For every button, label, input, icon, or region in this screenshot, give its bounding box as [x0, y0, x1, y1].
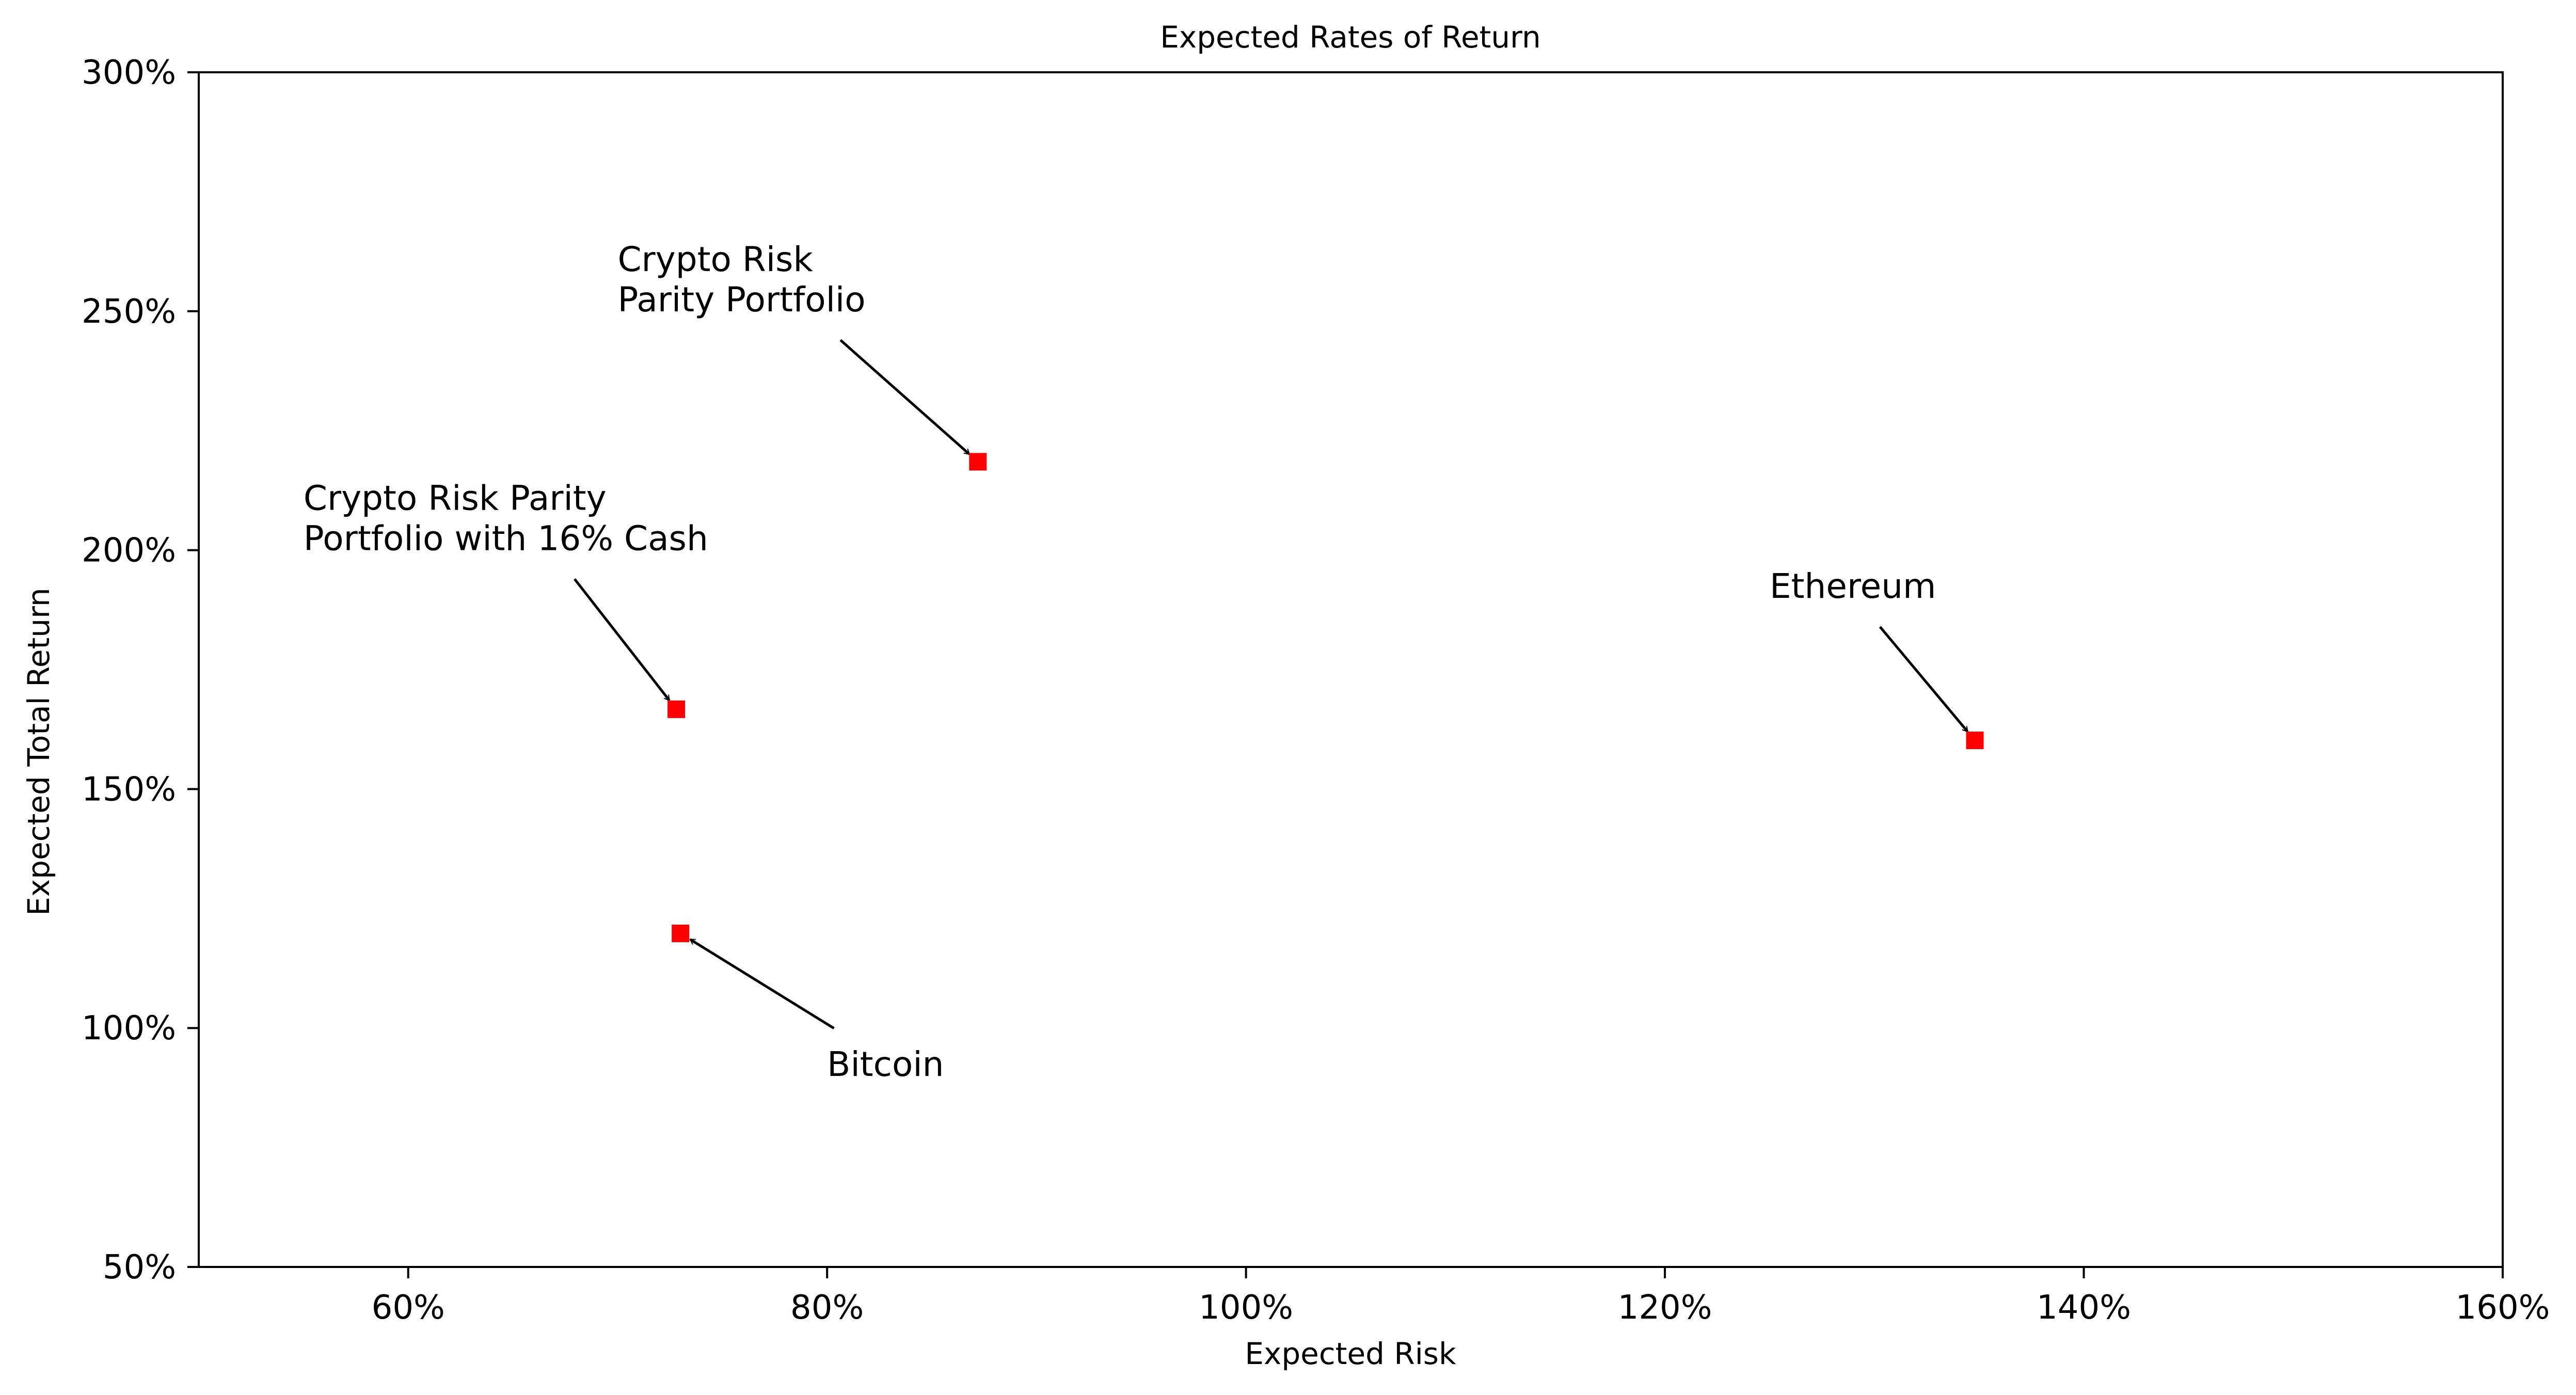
- x-tick-label: 120%: [1618, 1289, 1712, 1327]
- y-tick-label: 250%: [82, 293, 176, 331]
- annotation-arrow: [690, 938, 835, 1029]
- annotation-arrow: [574, 578, 671, 702]
- data-point: [1966, 731, 1984, 749]
- y-tick-label: 100%: [82, 1009, 176, 1048]
- x-tick-label: 80%: [790, 1289, 864, 1327]
- data-point: [672, 924, 690, 942]
- x-tick-label: 100%: [1199, 1289, 1293, 1327]
- y-tick-label: 50%: [103, 1248, 176, 1287]
- annotation-arrow: [839, 339, 971, 455]
- y-tick-label: 150%: [82, 770, 176, 809]
- x-tick-label: 60%: [372, 1289, 445, 1327]
- point-annotation: Ethereum: [1770, 566, 1936, 606]
- y-axis-title: Expected Total Return: [21, 588, 56, 915]
- x-tick-label: 140%: [2037, 1289, 2131, 1327]
- chart-title: Expected Rates of Return: [1160, 20, 1541, 55]
- y-tick-label: 200%: [82, 532, 176, 570]
- plot-frame: [198, 71, 2504, 1268]
- point-annotation: Crypto Risk Parity Portfolio with 16% Cas…: [304, 479, 708, 559]
- point-annotation: Bitcoin: [827, 1044, 944, 1084]
- x-axis-title: Expected Risk: [1245, 1336, 1456, 1371]
- data-point: [969, 453, 987, 471]
- y-tick-label: 300%: [82, 54, 176, 92]
- point-annotation: Crypto Risk Parity Portfolio: [617, 240, 865, 320]
- data-point: [667, 700, 686, 718]
- annotation-arrow: [1879, 626, 1969, 733]
- x-tick-label: 160%: [2456, 1289, 2550, 1327]
